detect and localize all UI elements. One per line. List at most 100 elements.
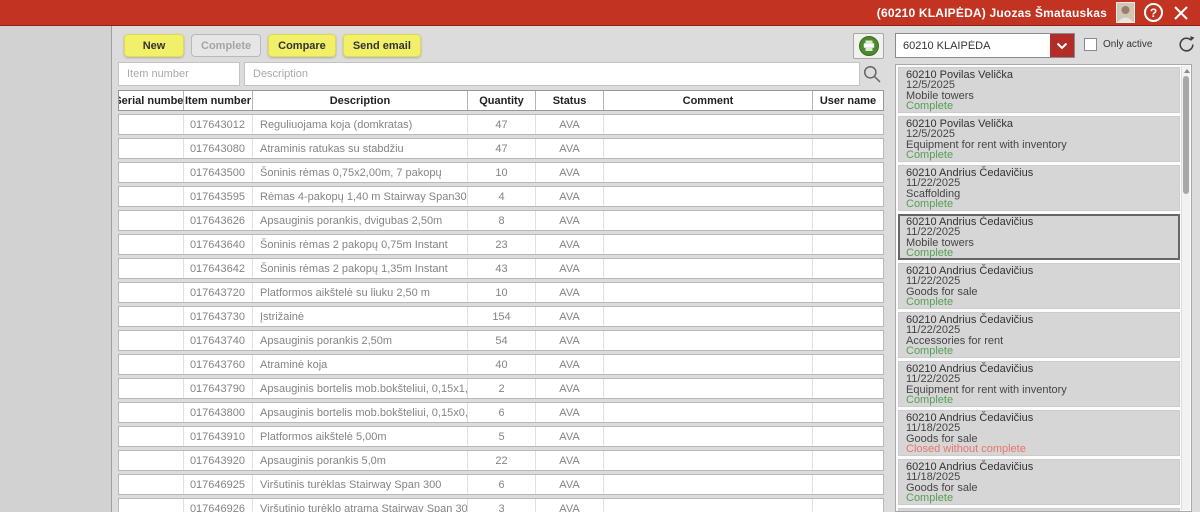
cell-item-number: 017643595 bbox=[184, 187, 253, 206]
cell-description: Reguliuojama koja (domkratas) bbox=[253, 115, 468, 134]
order-card[interactable]: 60210 Andrius Čedavičius 11/22/2025 Equi… bbox=[898, 361, 1180, 407]
cell-quantity: 5 bbox=[468, 427, 536, 446]
table-row[interactable]: 017643500 Šoninis rėmas 0,75x2,00m, 7 pa… bbox=[118, 162, 884, 183]
cell-user-name bbox=[813, 379, 883, 398]
cell-item-number: 017646925 bbox=[184, 475, 253, 494]
cell-item-number: 017646926 bbox=[184, 499, 253, 512]
help-icon[interactable]: ? bbox=[1144, 3, 1163, 22]
orders-list-panel: 60210 Povilas Velička 12/5/2025 Mobile t… bbox=[895, 64, 1192, 512]
order-card[interactable]: 60210 Andrius Čedavičius 11/22/2025 Acce… bbox=[898, 312, 1180, 358]
cell-quantity: 10 bbox=[468, 163, 536, 182]
new-button[interactable]: New bbox=[124, 34, 184, 57]
cell-serial-number bbox=[119, 403, 184, 422]
order-card-partial[interactable] bbox=[898, 508, 1180, 511]
description-input[interactable] bbox=[244, 62, 860, 86]
send-email-button[interactable]: Send email bbox=[342, 34, 421, 57]
cell-status: AVA bbox=[536, 379, 604, 398]
table-row[interactable]: 017646925 Viršutinis turėklas Stairway S… bbox=[118, 474, 884, 495]
order-card[interactable]: 60210 Andrius Čedavičius 11/18/2025 Good… bbox=[898, 459, 1180, 505]
cell-serial-number bbox=[119, 331, 184, 350]
cell-status: AVA bbox=[536, 235, 604, 254]
order-status: Complete bbox=[906, 344, 954, 357]
order-title: 60210 Andrius Čedavičius bbox=[906, 265, 1034, 277]
cell-status: AVA bbox=[536, 475, 604, 494]
cell-user-name bbox=[813, 355, 883, 374]
cell-status: AVA bbox=[536, 331, 604, 350]
table-row[interactable]: 017643626 Apsauginis porankis, dvigubas … bbox=[118, 210, 884, 231]
order-card[interactable]: 60210 Andrius Čedavičius 11/18/2025 Good… bbox=[898, 410, 1180, 456]
cell-comment bbox=[604, 403, 813, 422]
cell-user-name bbox=[813, 115, 883, 134]
cell-quantity: 4 bbox=[468, 187, 536, 206]
table-row[interactable]: 017643920 Apsauginis porankis 5,0m 22 AV… bbox=[118, 450, 884, 471]
print-button[interactable] bbox=[853, 33, 884, 59]
cell-comment bbox=[604, 379, 813, 398]
branch-select[interactable]: 60210 KLAIPĖDA bbox=[895, 33, 1075, 58]
cell-description: Apsauginis porankis 5,0m bbox=[253, 451, 468, 470]
compare-button[interactable]: Compare bbox=[268, 34, 336, 57]
cell-item-number: 017643080 bbox=[184, 139, 253, 158]
col-description[interactable]: Description bbox=[253, 91, 468, 110]
cell-user-name bbox=[813, 403, 883, 422]
order-title: 60210 Andrius Čedavičius bbox=[906, 461, 1034, 473]
order-card[interactable]: 60210 Andrius Čedavičius 11/22/2025 Good… bbox=[898, 263, 1180, 309]
cell-description: Šoninis rėmas 0,75x2,00m, 7 pakopų bbox=[253, 163, 468, 182]
cell-user-name bbox=[813, 211, 883, 230]
col-comment[interactable]: Comment bbox=[604, 91, 813, 110]
col-serial-number[interactable]: Serial number bbox=[119, 91, 184, 110]
order-date: 11/22/2025 bbox=[906, 275, 961, 288]
col-user-name[interactable]: User name bbox=[819, 94, 877, 107]
order-date: 12/5/2025 bbox=[906, 128, 955, 141]
cell-quantity: 3 bbox=[468, 499, 536, 512]
cell-quantity: 40 bbox=[468, 355, 536, 374]
cell-serial-number bbox=[119, 307, 184, 326]
cell-status: AVA bbox=[536, 139, 604, 158]
complete-button[interactable]: Complete bbox=[191, 34, 262, 57]
only-active-checkbox[interactable] bbox=[1084, 38, 1097, 51]
table-row[interactable]: 017643080 Atraminis ratukas su stabdžiu … bbox=[118, 138, 884, 159]
col-quantity[interactable]: Quantity bbox=[468, 91, 536, 110]
list-scrollbar[interactable] bbox=[1181, 66, 1190, 510]
table-row[interactable]: 017643720 Platformos aikštelė su liuku 2… bbox=[118, 282, 884, 303]
table-row[interactable]: 017643012 Reguliuojama koja (domkratas) … bbox=[118, 114, 884, 135]
order-card[interactable]: 60210 Povilas Velička 12/5/2025 Equipmen… bbox=[898, 116, 1180, 162]
user-avatar[interactable] bbox=[1116, 2, 1135, 23]
cell-serial-number bbox=[119, 163, 184, 182]
chevron-down-icon[interactable] bbox=[1050, 34, 1074, 57]
cell-quantity: 47 bbox=[468, 115, 536, 134]
only-active-label[interactable]: Only active bbox=[1103, 39, 1153, 50]
table-row[interactable]: 017643800 Apsauginis bortelis mob.bokšte… bbox=[118, 402, 884, 423]
refresh-icon[interactable] bbox=[1176, 34, 1197, 55]
cell-quantity: 22 bbox=[468, 451, 536, 470]
col-item-number[interactable]: Item number bbox=[184, 91, 253, 110]
table-row[interactable]: 017643910 Platformos aikštelė 5,00m 5 AV… bbox=[118, 426, 884, 447]
cell-description: Rėmas 4-pakopų 1,40 m Stairway Span300 bbox=[253, 187, 468, 206]
table-row[interactable]: 017643790 Apsauginis bortelis mob.bokšte… bbox=[118, 378, 884, 399]
order-card[interactable]: 60210 Andrius Čedavičius 11/22/2025 Mobi… bbox=[898, 214, 1180, 260]
table-row[interactable]: 017643760 Atraminė koja 40 AVA bbox=[118, 354, 884, 375]
close-icon[interactable] bbox=[1172, 4, 1190, 22]
table-row[interactable]: 017643730 Įstrižainė 154 AVA bbox=[118, 306, 884, 327]
table-row[interactable]: 017643740 Apsauginis porankis 2,50m 54 A… bbox=[118, 330, 884, 351]
cell-user-name bbox=[813, 139, 883, 158]
order-card[interactable]: 60210 Andrius Čedavičius 11/22/2025 Scaf… bbox=[898, 165, 1180, 211]
col-status[interactable]: Status bbox=[536, 91, 604, 110]
cell-user-name bbox=[813, 259, 883, 278]
table-header: Serial number Item number Description Qu… bbox=[118, 90, 884, 111]
order-title: 60210 Andrius Čedavičius bbox=[906, 412, 1034, 424]
scroll-up-arrow-icon[interactable] bbox=[1184, 69, 1190, 73]
cell-comment bbox=[604, 475, 813, 494]
table-row[interactable]: 017643595 Rėmas 4-pakopų 1,40 m Stairway… bbox=[118, 186, 884, 207]
cell-comment bbox=[604, 163, 813, 182]
search-icon[interactable] bbox=[862, 64, 882, 84]
table-row[interactable]: 017646926 Viršutinio turėklo atrama Stai… bbox=[118, 498, 884, 512]
table-row[interactable]: 017643640 Šoninis rėmas 2 pakopų 0,75m I… bbox=[118, 234, 884, 255]
cell-quantity: 6 bbox=[468, 403, 536, 422]
scrollbar-thumb[interactable] bbox=[1183, 76, 1189, 194]
table-row[interactable]: 017643642 Šoninis rėmas 2 pakopų 1,35m I… bbox=[118, 258, 884, 279]
order-card[interactable]: 60210 Povilas Velička 12/5/2025 Mobile t… bbox=[898, 67, 1180, 113]
item-number-input[interactable] bbox=[118, 62, 240, 86]
cell-comment bbox=[604, 115, 813, 134]
cell-item-number: 017643500 bbox=[184, 163, 253, 182]
